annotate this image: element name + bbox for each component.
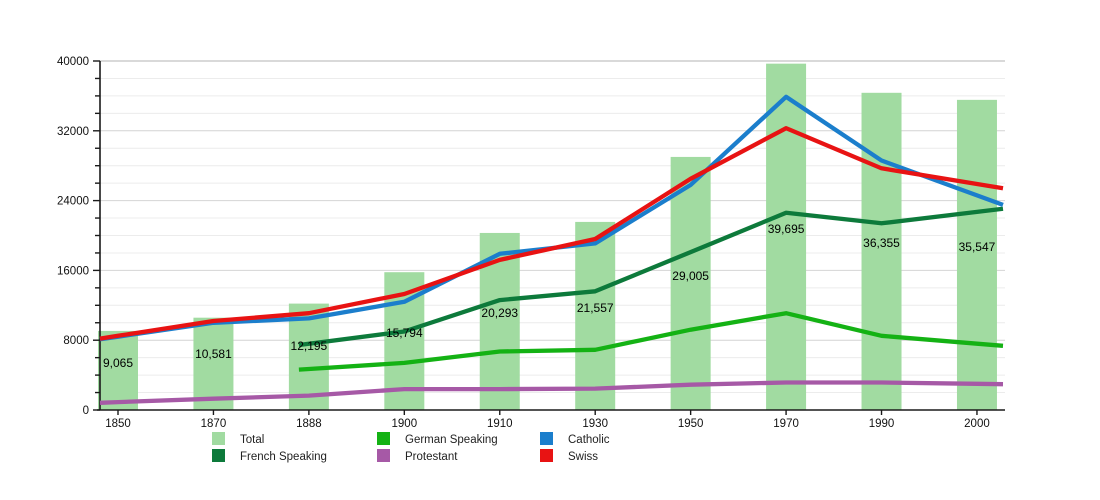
bar-value-label: 39,695 (768, 222, 805, 236)
bar-value-label: 15,794 (386, 326, 423, 340)
bar-value-label: 9,065 (103, 356, 133, 370)
legend-swiss-label: Swiss (568, 451, 598, 463)
x-axis-label: 1900 (392, 418, 418, 430)
y-axis-label: 8000 (63, 335, 89, 347)
legend-protestant-swatch (377, 449, 390, 462)
legend-french-speaking-label: French Speaking (240, 451, 327, 463)
y-axis-label: 16000 (57, 265, 89, 277)
legend-swiss-swatch (540, 449, 553, 462)
bar-value-label: 20,293 (481, 306, 518, 320)
total-bar-1870 (193, 317, 234, 410)
line-swiss (99, 126, 1004, 341)
x-axis-label: 1950 (678, 418, 704, 430)
x-axis-label: 1850 (105, 418, 131, 430)
total-bar-1888 (288, 303, 329, 410)
legend-protestant-label: Protestant (405, 451, 458, 463)
bar-value-label: 21,557 (577, 301, 614, 315)
total-bar-1850 (98, 330, 138, 410)
y-axis-label: 24000 (57, 196, 89, 208)
x-axis-label: 1888 (296, 418, 322, 430)
x-axis-label: 1930 (582, 418, 608, 430)
y-axis-label: 40000 (57, 56, 89, 68)
legend-catholic-swatch (540, 432, 553, 445)
y-axis-label: 0 (83, 405, 89, 417)
legend-french-speaking-swatch (212, 449, 225, 462)
bar-value-label: 12,195 (291, 339, 328, 353)
legend-catholic-label: Catholic (568, 434, 610, 446)
line-protestant (99, 380, 1004, 405)
x-axis-label: 1970 (773, 418, 799, 430)
x-axis-label: 1870 (201, 418, 227, 430)
total-bar-2000 (956, 99, 997, 411)
legend-total-label: Total (240, 434, 264, 446)
x-axis-label: 2000 (964, 418, 990, 430)
total-bar-1930 (575, 221, 616, 410)
y-axis-label: 32000 (57, 126, 89, 138)
bar-value-label: 36,355 (863, 236, 900, 250)
total-bar-1970 (766, 63, 807, 410)
legend-german-speaking-swatch (377, 432, 390, 445)
x-axis-label: 1910 (487, 418, 513, 430)
line-german-speaking (298, 311, 1004, 372)
x-axis-label: 1990 (869, 418, 895, 430)
total-bar-1990 (861, 92, 902, 411)
legend-total-swatch (212, 432, 225, 445)
bar-value-label: 35,547 (959, 240, 996, 254)
bar-value-label: 10,581 (195, 347, 232, 361)
line-french-speaking (298, 206, 1004, 348)
legend-german-speaking-label: German Speaking (405, 434, 498, 446)
bar-value-label: 29,005 (672, 269, 709, 283)
total-bar-1950 (670, 156, 711, 410)
